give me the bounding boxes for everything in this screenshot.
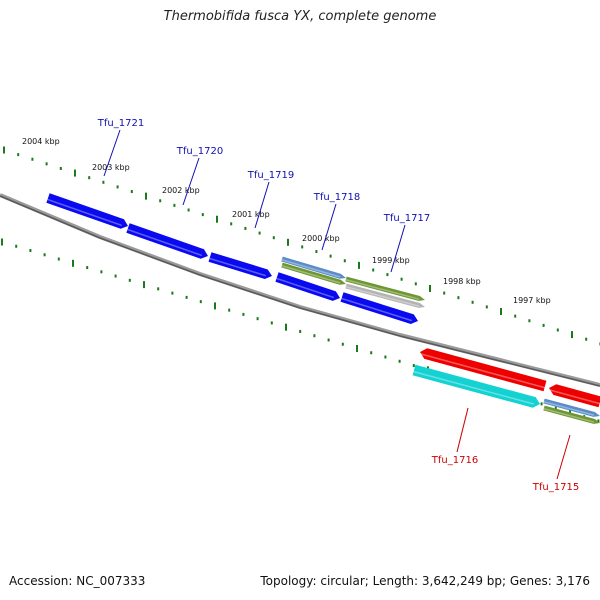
topology-summary: Topology: circular; Length: 3,642,249 bp… <box>260 574 590 588</box>
leader-line <box>556 434 571 480</box>
kbp-label: 2000 kbp <box>302 234 340 243</box>
gene-arrow[interactable] <box>281 262 346 285</box>
kbp-label: 1998 kbp <box>443 277 481 286</box>
leader-line <box>390 224 406 273</box>
gene-highlight <box>548 388 600 405</box>
gene-arrow[interactable] <box>340 292 418 324</box>
leader-line <box>254 181 270 229</box>
accession-label: Accession: NC_007333 <box>9 574 146 588</box>
gene-label[interactable]: Tfu_1716 <box>431 455 478 466</box>
gene-arrow[interactable] <box>543 398 600 417</box>
gene-highlight <box>341 297 413 322</box>
leader-line <box>321 203 337 251</box>
gene-highlight <box>209 257 267 277</box>
gene-highlight <box>47 198 123 227</box>
leader-line <box>103 129 121 177</box>
gene-arrow[interactable] <box>543 405 600 424</box>
gene-highlight <box>345 278 420 300</box>
gene-highlight <box>419 352 545 389</box>
gene-highlight <box>281 265 341 284</box>
gene-arrow[interactable] <box>46 193 128 229</box>
genome-backbone-shadow <box>0 195 600 387</box>
gene-highlight <box>543 400 595 416</box>
gene-arrow[interactable] <box>208 252 272 280</box>
map-title: Thermobifida fusca YX, complete genome <box>163 9 437 24</box>
kbp-label: 2004 kbp <box>22 137 60 146</box>
gene-label[interactable]: Tfu_1717 <box>383 213 430 224</box>
gene-highlight <box>281 259 341 278</box>
gene-arrow[interactable] <box>412 364 540 408</box>
gene-label[interactable]: Tfu_1721 <box>97 118 144 129</box>
leader-line <box>456 407 469 453</box>
genome-backbone <box>0 193 600 387</box>
leader-line <box>182 157 200 206</box>
gene-label[interactable]: Tfu_1719 <box>247 170 294 181</box>
gene-label[interactable]: Tfu_1715 <box>532 482 579 493</box>
gene-arrow[interactable] <box>281 256 346 279</box>
kbp-label-group: 2004 kbp 2003 kbp 2002 kbp 2001 kbp 2000 kbp… <box>22 137 551 305</box>
gene-highlight <box>127 228 203 257</box>
gene-arrow[interactable] <box>345 276 425 301</box>
gene-label[interactable]: Tfu_1720 <box>176 146 223 157</box>
gene-highlight <box>276 277 335 299</box>
kbp-label: 1997 kbp <box>513 296 551 305</box>
gene-features <box>46 193 600 424</box>
gene-highlight <box>345 285 420 307</box>
gene-arrow[interactable] <box>126 223 208 259</box>
gene-highlight <box>413 370 534 405</box>
kbp-label: 2001 kbp <box>232 210 270 219</box>
kbp-label: 2002 kbp <box>162 186 200 195</box>
gene-arrow[interactable] <box>345 283 425 308</box>
gene-arrow[interactable] <box>549 384 600 408</box>
kbp-label: 1999 kbp <box>372 256 410 265</box>
gene-label-group: Tfu_1721 Tfu_1720 Tfu_1719 Tfu_1718 Tfu_… <box>97 118 579 493</box>
gene-arrow[interactable] <box>420 348 547 392</box>
gene-highlight <box>543 407 595 423</box>
label-leader-lines <box>103 129 571 480</box>
outer-tick-ring <box>3 146 600 346</box>
gene-label[interactable]: Tfu_1718 <box>313 192 360 203</box>
kbp-label: 2003 kbp <box>92 163 130 172</box>
gene-arrow[interactable] <box>275 272 340 301</box>
